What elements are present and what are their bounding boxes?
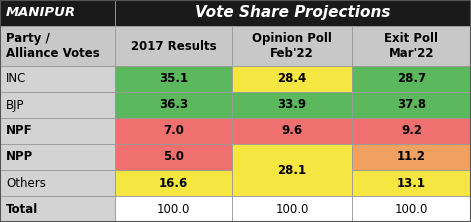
- Text: INC: INC: [6, 73, 26, 85]
- Text: Others: Others: [6, 176, 46, 190]
- Text: NPF: NPF: [6, 125, 32, 137]
- Bar: [0, 26, 115, 66]
- Bar: [115, 144, 232, 170]
- Bar: [232, 118, 352, 144]
- Bar: [115, 118, 232, 144]
- Text: 7.0: 7.0: [163, 125, 184, 137]
- Bar: [232, 196, 352, 222]
- Text: 35.1: 35.1: [159, 73, 188, 85]
- Text: Exit Poll
Mar'22: Exit Poll Mar'22: [384, 32, 439, 60]
- Text: 11.2: 11.2: [397, 151, 426, 163]
- Text: Vote Share Projections: Vote Share Projections: [195, 6, 391, 20]
- Text: NPP: NPP: [6, 151, 33, 163]
- Text: 100.0: 100.0: [157, 202, 190, 216]
- Text: MANIPUR: MANIPUR: [6, 6, 76, 20]
- Bar: [115, 92, 232, 118]
- Bar: [115, 196, 232, 222]
- Text: 9.2: 9.2: [401, 125, 422, 137]
- Text: 9.6: 9.6: [282, 125, 302, 137]
- Text: 28.4: 28.4: [277, 73, 307, 85]
- Bar: [0, 144, 115, 170]
- Bar: [0, 196, 115, 222]
- Bar: [352, 144, 471, 170]
- Bar: [0, 118, 115, 144]
- Bar: [0, 170, 115, 196]
- Bar: [115, 26, 232, 66]
- Bar: [0, 92, 115, 118]
- Bar: [0, 0, 115, 26]
- Text: 36.3: 36.3: [159, 99, 188, 111]
- Bar: [115, 66, 232, 92]
- Text: 28.7: 28.7: [397, 73, 426, 85]
- Bar: [232, 26, 352, 66]
- Text: 16.6: 16.6: [159, 176, 188, 190]
- Text: 37.8: 37.8: [397, 99, 426, 111]
- Text: Opinion Poll
Feb'22: Opinion Poll Feb'22: [252, 32, 332, 60]
- Text: BJP: BJP: [6, 99, 24, 111]
- Bar: [232, 92, 352, 118]
- Text: 100.0: 100.0: [276, 202, 309, 216]
- Text: 33.9: 33.9: [277, 99, 307, 111]
- Text: 28.1: 28.1: [277, 163, 307, 176]
- Bar: [352, 26, 471, 66]
- Bar: [115, 170, 232, 196]
- Text: 2017 Results: 2017 Results: [130, 40, 216, 52]
- Bar: [352, 196, 471, 222]
- Bar: [352, 66, 471, 92]
- Bar: [352, 170, 471, 196]
- Text: 13.1: 13.1: [397, 176, 426, 190]
- Text: 5.0: 5.0: [163, 151, 184, 163]
- Bar: [352, 92, 471, 118]
- Bar: [0, 66, 115, 92]
- Bar: [352, 118, 471, 144]
- Text: 100.0: 100.0: [395, 202, 428, 216]
- Bar: [232, 66, 352, 92]
- Bar: [232, 144, 352, 196]
- Bar: [115, 0, 471, 26]
- Text: Total: Total: [6, 202, 38, 216]
- Text: Party /
Alliance Votes: Party / Alliance Votes: [6, 32, 100, 60]
